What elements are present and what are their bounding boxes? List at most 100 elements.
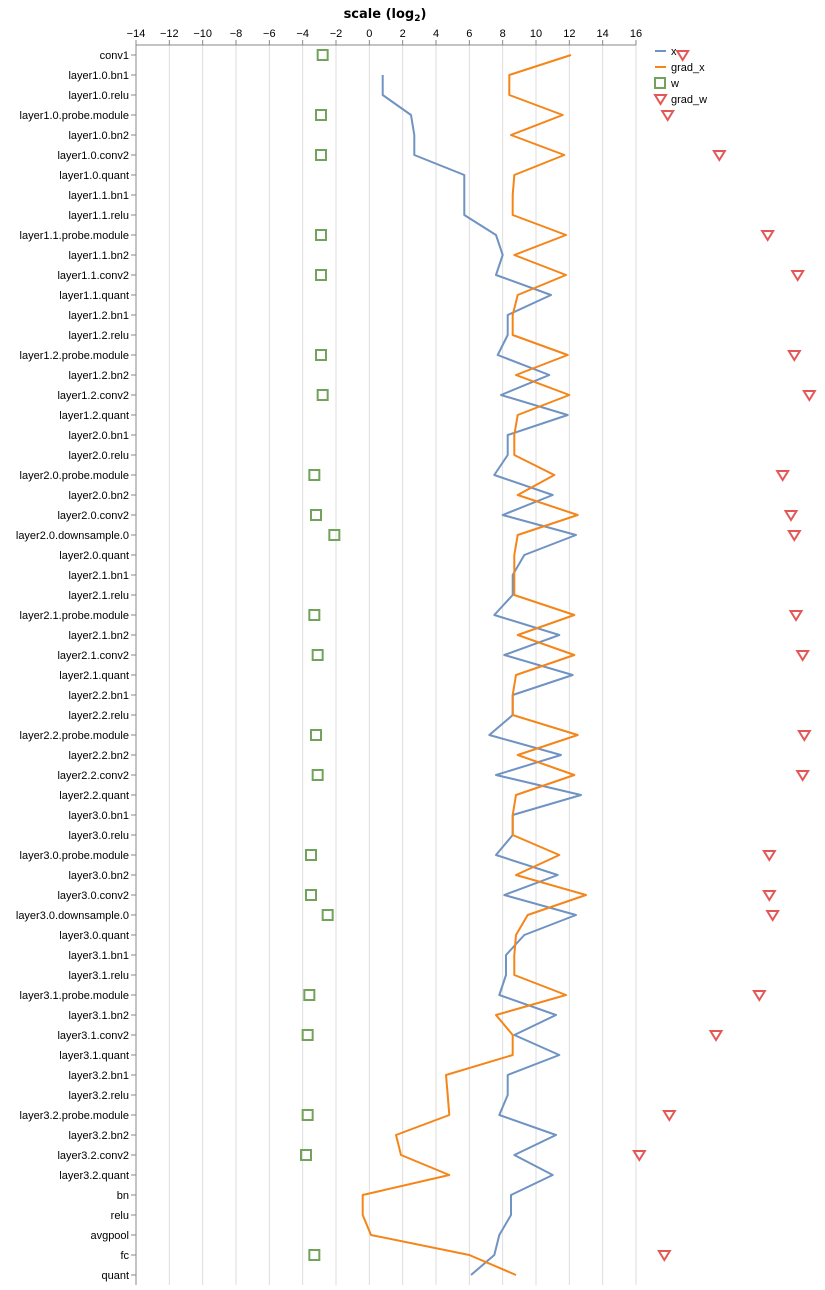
category-label: layer3.0.conv2 <box>57 890 129 902</box>
x-tick-label: 16 <box>630 28 642 40</box>
category-label: layer1.1.bn2 <box>68 250 129 262</box>
category-label: layer3.1.relu <box>68 970 129 982</box>
point-grad_w <box>765 910 780 922</box>
category-label: layer3.0.bn1 <box>68 810 129 822</box>
category-label: layer2.2.conv2 <box>57 770 129 782</box>
x-tick-label: −12 <box>160 28 179 40</box>
category-label: layer3.1.bn2 <box>68 1010 129 1022</box>
category-label: layer3.1.bn1 <box>68 950 129 962</box>
point-grad_w <box>802 390 817 402</box>
category-label: layer2.1.conv2 <box>57 650 129 662</box>
category-label: layer1.0.conv2 <box>57 150 129 162</box>
category-label: layer1.0.probe.module <box>20 110 129 122</box>
category-label: layer2.0.quant <box>59 550 129 562</box>
point-w <box>311 769 324 781</box>
point-grad_w <box>660 110 675 122</box>
point-grad_w <box>712 150 727 162</box>
point-grad_w <box>788 610 804 622</box>
category-label: layer3.2.bn1 <box>68 1070 129 1082</box>
x-tick-label: 8 <box>500 28 506 40</box>
series-line-grad_x <box>361 54 587 1276</box>
series <box>300 49 817 1276</box>
x-axis-title: scale (log2) <box>344 7 427 24</box>
point-grad_w <box>775 470 790 482</box>
point-w <box>301 1109 314 1121</box>
point-w <box>305 889 317 901</box>
category-label: layer2.2.relu <box>68 710 129 722</box>
category-label: layer2.2.quant <box>59 790 129 802</box>
point-grad_w <box>708 1030 724 1042</box>
category-label: layer1.0.relu <box>68 90 129 102</box>
category-label: layer1.2.relu <box>68 330 129 342</box>
category-label: layer1.2.conv2 <box>57 390 129 402</box>
point-grad_w <box>632 1150 647 1162</box>
x-tick-label: 4 <box>433 28 439 40</box>
point-grad_w <box>752 990 767 1002</box>
point-w <box>300 1149 312 1161</box>
category-label: layer2.1.relu <box>68 590 129 602</box>
point-grad_w <box>675 50 690 62</box>
category-label: layer2.1.quant <box>59 670 129 682</box>
point-w <box>308 469 321 481</box>
category-label: layer2.0.conv2 <box>57 510 129 522</box>
x-tick-label: 6 <box>466 28 472 40</box>
x-tick-label: 10 <box>530 28 542 40</box>
point-grad_w <box>795 770 810 782</box>
point-grad_w <box>787 350 802 362</box>
point-w <box>315 229 327 241</box>
category-label: layer2.1.probe.module <box>20 610 129 622</box>
category-label: layer2.2.bn1 <box>68 690 129 702</box>
x-tick-label: −6 <box>263 28 276 40</box>
legend-label-x: x <box>671 46 677 58</box>
point-w <box>308 1249 321 1261</box>
category-label: layer2.1.bn1 <box>68 570 129 582</box>
category-label: layer2.1.bn2 <box>68 630 129 642</box>
point-grad_w <box>762 890 777 902</box>
point-grad_w <box>657 1250 672 1262</box>
category-label: layer3.0.relu <box>68 830 129 842</box>
legend-label-grad_x: grad_x <box>671 62 705 74</box>
category-label: layer3.1.quant <box>59 1050 129 1062</box>
point-w <box>308 609 321 621</box>
x-tick-label: −2 <box>330 28 343 40</box>
category-label: layer1.2.bn2 <box>68 370 129 382</box>
category-label: layer3.2.bn2 <box>68 1130 129 1142</box>
series-line-x <box>381 75 582 1276</box>
point-grad_w <box>762 850 777 862</box>
category-label: layer1.1.relu <box>68 210 129 222</box>
category-label: layer3.2.probe.module <box>20 1110 129 1122</box>
point-w <box>316 389 329 401</box>
category-label: bn <box>117 1190 129 1202</box>
point-w <box>310 729 322 741</box>
point-w <box>303 989 316 1001</box>
x-tick-label: −14 <box>127 28 146 40</box>
point-grad_w <box>797 730 812 742</box>
point-w <box>305 849 317 861</box>
point-grad_w <box>795 650 810 662</box>
legend-symbol-grad_w <box>653 94 668 106</box>
point-grad_w <box>790 270 805 282</box>
category-label: layer2.0.downsample.0 <box>16 530 129 542</box>
category-label: quant <box>101 1270 129 1282</box>
point-w <box>310 509 322 521</box>
point-w <box>315 269 327 281</box>
category-label: layer2.0.probe.module <box>20 470 129 482</box>
point-w <box>301 1029 314 1041</box>
category-label: layer1.1.conv2 <box>57 270 129 282</box>
category-label: layer2.2.bn2 <box>68 750 129 762</box>
point-grad_w <box>662 1110 677 1122</box>
category-label: layer1.0.bn1 <box>68 70 129 82</box>
point-w <box>321 909 334 921</box>
point-w <box>316 49 329 61</box>
point-grad_w <box>760 230 775 242</box>
category-label: layer2.2.probe.module <box>20 730 129 742</box>
point-grad_w <box>783 510 799 522</box>
category-label: relu <box>111 1210 129 1222</box>
category-label: layer3.0.bn2 <box>68 870 129 882</box>
point-w <box>311 649 324 661</box>
x-tick-label: 12 <box>563 28 575 40</box>
legend-label-grad_w: grad_w <box>671 94 707 106</box>
legend: x grad_xw grad_w <box>653 46 707 106</box>
